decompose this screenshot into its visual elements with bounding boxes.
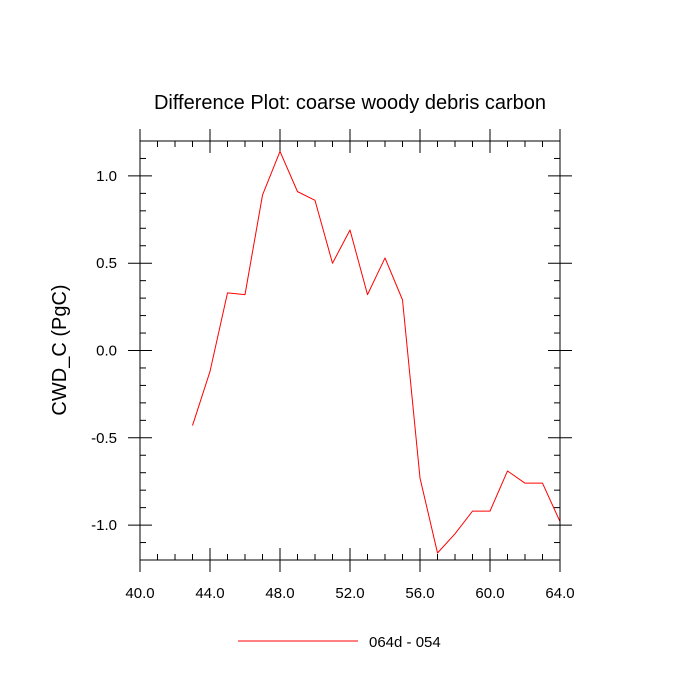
series-lines <box>192 150 561 554</box>
x-tick-label: 40.0 <box>125 585 154 602</box>
x-tick-label: 52.0 <box>335 585 364 602</box>
y-tick-label: 0.0 <box>96 343 117 360</box>
axis-ticks <box>128 129 572 572</box>
y-tick-label: -1.0 <box>91 517 117 534</box>
legend: 064d - 054 <box>238 634 441 651</box>
series-line-0 <box>192 150 561 554</box>
x-tick-label: 60.0 <box>475 585 504 602</box>
x-tick-label: 64.0 <box>545 585 574 602</box>
x-tick-label: 56.0 <box>405 585 434 602</box>
x-axis-tick-labels: 40.0 44.0 48.0 52.0 56.0 60.0 64.0 <box>125 585 574 602</box>
y-axis-tick-labels: -1.0 -0.5 0.0 0.5 1.0 <box>91 168 117 534</box>
legend-label-064d-054: 064d - 054 <box>369 634 441 651</box>
plot-frame <box>139 140 561 561</box>
y-tick-label: 0.5 <box>96 255 117 272</box>
y-axis-label: CWD_C (PgC) <box>49 284 71 415</box>
chart-title: Difference Plot: coarse woody debris car… <box>154 92 546 114</box>
y-tick-label: 1.0 <box>96 168 117 185</box>
y-tick-label: -0.5 <box>91 430 117 447</box>
x-tick-label: 48.0 <box>265 585 294 602</box>
x-tick-label: 44.0 <box>195 585 224 602</box>
